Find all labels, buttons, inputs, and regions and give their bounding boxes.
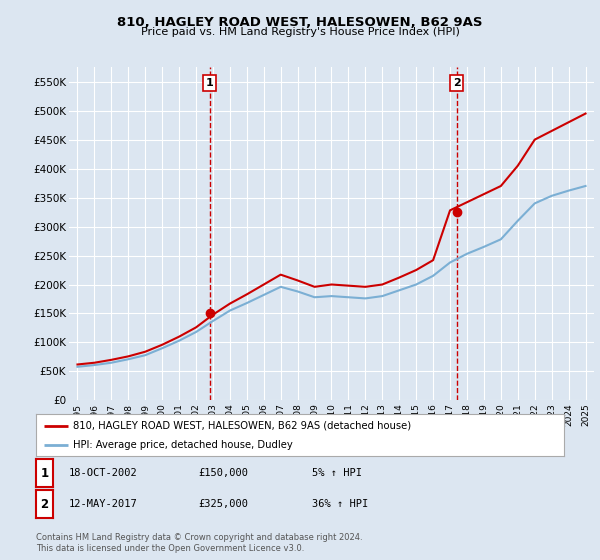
Text: 810, HAGLEY ROAD WEST, HALESOWEN, B62 9AS (detached house): 810, HAGLEY ROAD WEST, HALESOWEN, B62 9A… — [73, 421, 411, 431]
Text: £325,000: £325,000 — [198, 499, 248, 509]
Text: 2: 2 — [40, 497, 49, 511]
Text: £150,000: £150,000 — [198, 468, 248, 478]
Text: Price paid vs. HM Land Registry's House Price Index (HPI): Price paid vs. HM Land Registry's House … — [140, 27, 460, 37]
Text: 5% ↑ HPI: 5% ↑ HPI — [312, 468, 362, 478]
Text: 12-MAY-2017: 12-MAY-2017 — [69, 499, 138, 509]
Text: 1: 1 — [206, 78, 214, 88]
Text: Contains HM Land Registry data © Crown copyright and database right 2024.
This d: Contains HM Land Registry data © Crown c… — [36, 533, 362, 553]
Text: 810, HAGLEY ROAD WEST, HALESOWEN, B62 9AS: 810, HAGLEY ROAD WEST, HALESOWEN, B62 9A… — [117, 16, 483, 29]
Text: 1: 1 — [40, 466, 49, 480]
Text: 2: 2 — [453, 78, 461, 88]
Text: 18-OCT-2002: 18-OCT-2002 — [69, 468, 138, 478]
Text: 36% ↑ HPI: 36% ↑ HPI — [312, 499, 368, 509]
Text: HPI: Average price, detached house, Dudley: HPI: Average price, detached house, Dudl… — [73, 440, 293, 450]
